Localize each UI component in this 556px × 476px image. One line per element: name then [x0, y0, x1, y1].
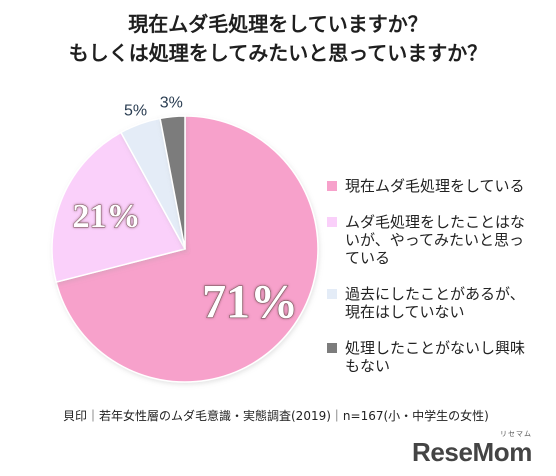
legend-swatch-want-to-try [327, 217, 337, 227]
title-line-2: もしくは処理をしてみたいと思っていますか？ [68, 41, 488, 65]
legend-label-currently-removing: 現在ムダ毛処理をしている [345, 177, 525, 195]
chart-title: 現在ムダ毛処理をしていますか？ もしくは処理をしてみたいと思っていますか？ [0, 10, 556, 68]
legend-swatch-done-before [327, 289, 337, 299]
slice-label-currently-removing: 71% [202, 276, 298, 329]
slice-label-done-before: 5% [124, 103, 147, 120]
legend-item-currently-removing: 現在ムダ毛処理をしている [327, 177, 537, 195]
pie-slice-want-to-try [51, 131, 187, 283]
pie-chart: 71% 21% 5% 3% [51, 95, 319, 383]
legend-swatch-not-interested [327, 343, 337, 353]
legend-label-done-before: 過去にしたことがあるが、現在はしていない [345, 285, 525, 321]
pie-chart-area: 71% 21% 5% 3% [20, 84, 350, 414]
source-note: 貝印｜若年女性層のムダ毛意識・実態調査(2019)｜n=167(小・中学生の女性… [63, 409, 489, 423]
resemom-logo: リセマム ReseMom [412, 430, 532, 466]
legend-label-want-to-try: ムダ毛処理をしたことはないが、やってみたいと思っている [345, 213, 526, 267]
legend-item-not-interested: 処理したことがないし興味もない [327, 339, 537, 375]
pie-slice-currently-removing [55, 115, 319, 383]
pie-slice-not-interested [159, 115, 186, 250]
legend-label-not-interested: 処理したことがないし興味もない [345, 339, 526, 375]
brand-kana: リセマム [500, 430, 532, 438]
brand-wordmark: ReseMom [411, 437, 532, 467]
slice-label-want-to-try: 21% [72, 198, 140, 235]
legend-item-want-to-try: ムダ毛処理をしたことはないが、やってみたいと思っている [327, 213, 537, 267]
legend-swatch-currently-removing [327, 181, 337, 191]
chart-legend: 現在ムダ毛処理をしている ムダ毛処理をしたことはないが、やってみたいと思っている… [327, 177, 537, 393]
slice-label-not-interested: 3% [160, 95, 183, 112]
title-line-1: 現在ムダ毛処理をしていますか？ [128, 12, 428, 36]
legend-item-done-before: 過去にしたことがあるが、現在はしていない [327, 285, 537, 321]
